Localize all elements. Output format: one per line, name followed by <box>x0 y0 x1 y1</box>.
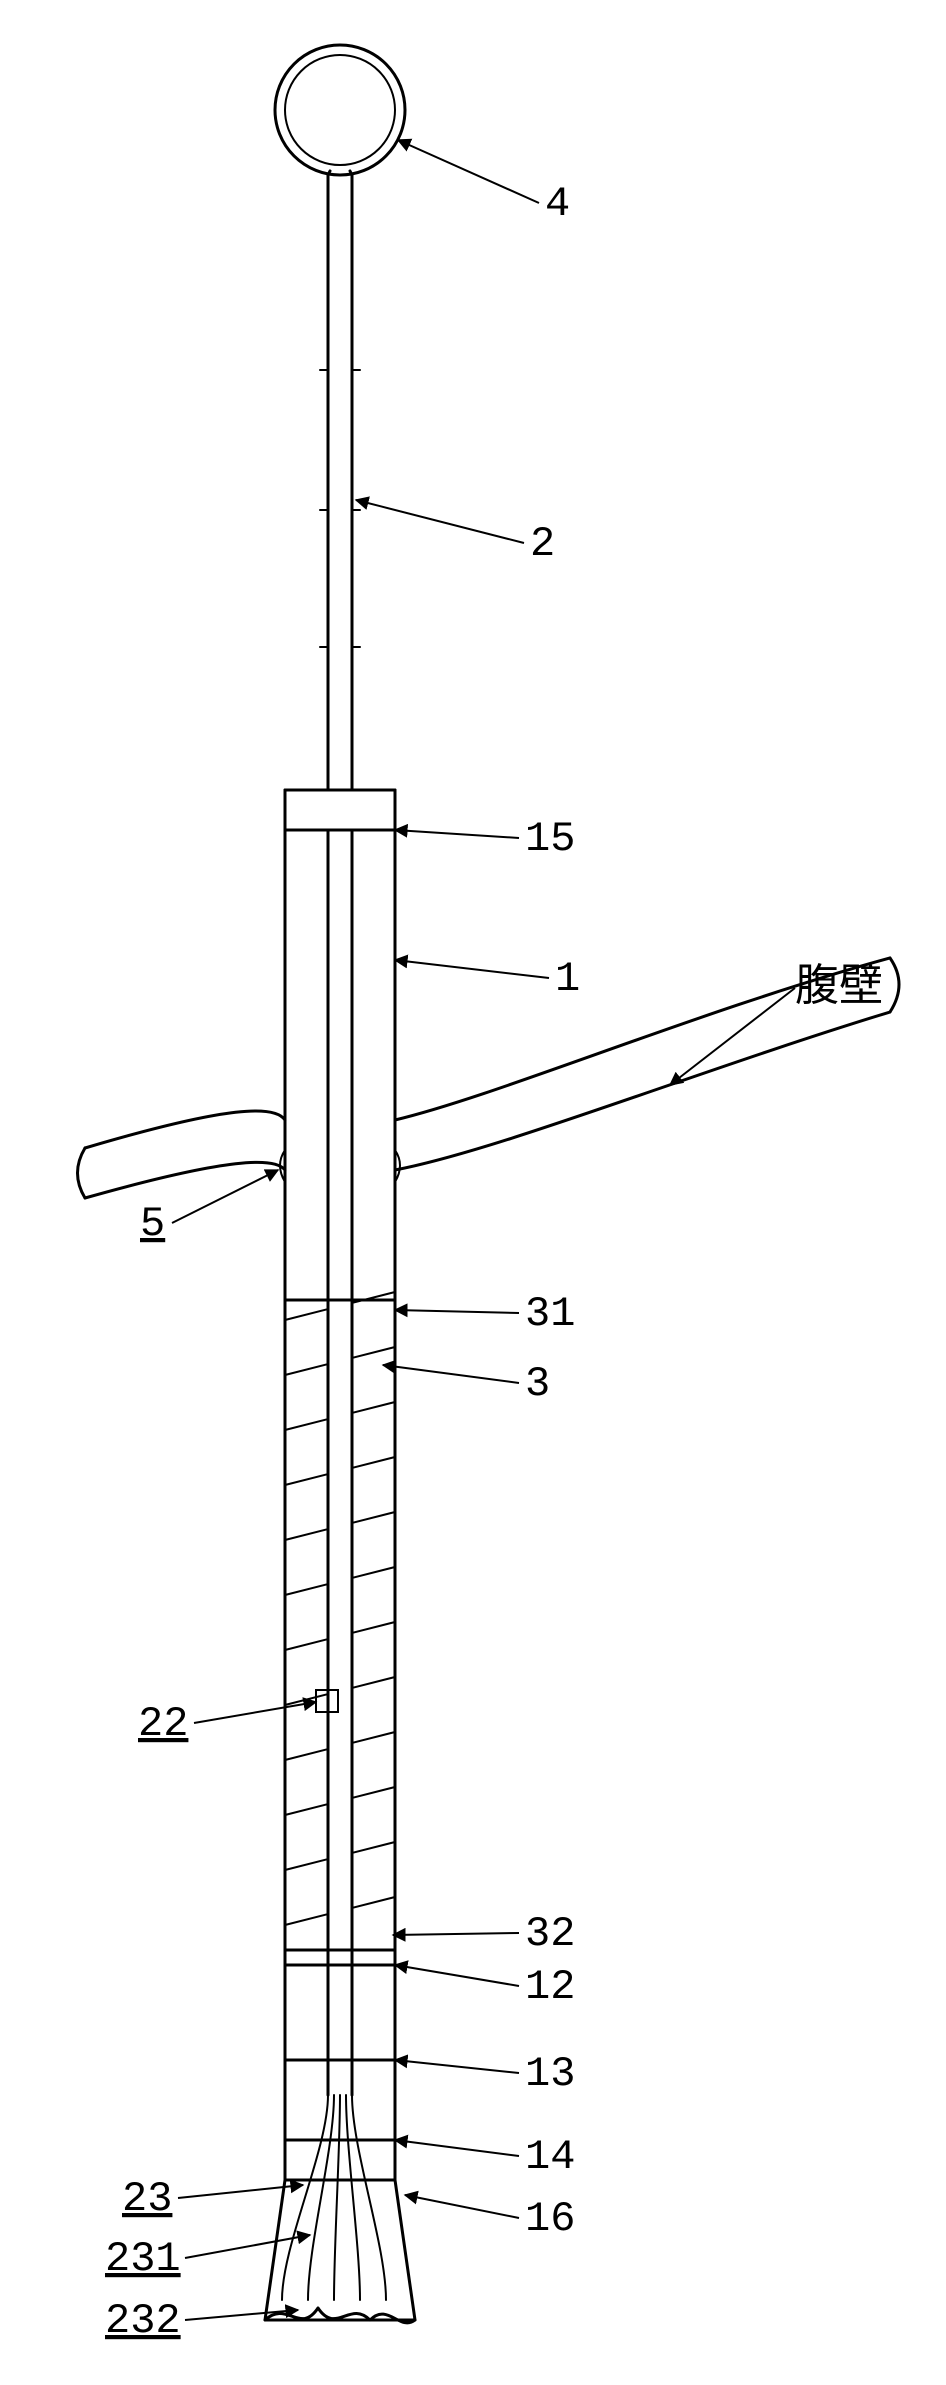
annotation-14: 14 <box>525 2133 575 2181</box>
annotation-2: 2 <box>530 520 555 568</box>
annotation-22: 22 <box>138 1700 188 1748</box>
annotation-232: 232 <box>105 2297 181 2345</box>
annotation-3: 3 <box>525 1360 550 1408</box>
annotation-fb: 腹壁 <box>795 961 883 1010</box>
annotation-12: 12 <box>525 1963 575 2011</box>
annotation-23: 23 <box>122 2175 172 2223</box>
annotation-4: 4 <box>545 180 570 228</box>
annotation-32: 32 <box>525 1910 575 1958</box>
patent-figure: 4 2 15 1 腹壁 5 31 3 22 32 12 13 14 16 23 231 232 <box>0 0 946 2385</box>
annotation-13: 13 <box>525 2050 575 2098</box>
annotation-16: 16 <box>525 2195 575 2243</box>
annotation-31: 31 <box>525 1290 575 1338</box>
annotation-1: 1 <box>555 955 580 1003</box>
annotation-15: 15 <box>525 815 575 863</box>
annotation-231: 231 <box>105 2235 181 2283</box>
annotation-5: 5 <box>140 1200 165 1248</box>
